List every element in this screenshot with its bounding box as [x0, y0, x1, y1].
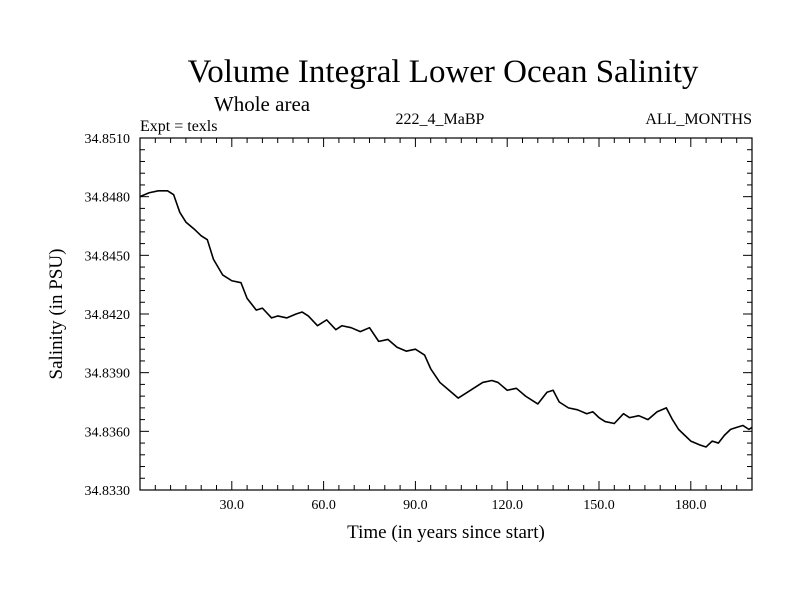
x-tick-labels: 30.0 60.0 90.0 120.0 150.0 180.0	[220, 498, 707, 513]
y-tick-label: 34.8510	[85, 132, 131, 147]
y-tick-label: 34.8480	[85, 191, 131, 206]
y-tick-labels: 34.8510 34.8480 34.8450 34.8420 34.8390 34.83…	[85, 132, 131, 499]
plot-frame	[139, 137, 753, 491]
x-tick-label: 30.0	[220, 498, 245, 513]
y-tick-label: 34.8360	[85, 425, 131, 440]
y-axis-label: Salinity (in PSU)	[46, 249, 67, 380]
expt-label: Expt = texls	[140, 118, 217, 135]
x-tick-label: 180.0	[675, 498, 707, 513]
axis-ticks	[140, 138, 752, 490]
x-tick-label: 60.0	[311, 498, 336, 513]
chart-subtitle: Whole area	[214, 92, 311, 116]
x-axis-label: Time (in years since start)	[347, 522, 545, 543]
y-tick-label: 34.8450	[85, 249, 131, 264]
y-tick-label: 34.8420	[85, 308, 131, 323]
months-label: ALL_MONTHS	[645, 111, 752, 128]
chart-title: Volume Integral Lower Ocean Salinity	[188, 54, 699, 90]
run-label: 222_4_MaBP	[396, 111, 485, 128]
y-tick-label: 34.8390	[85, 367, 131, 382]
x-tick-label: 150.0	[583, 498, 615, 513]
x-tick-label: 90.0	[403, 498, 428, 513]
x-tick-label: 120.0	[491, 498, 523, 513]
salinity-series-line	[139, 190, 753, 448]
y-tick-label: 34.8330	[85, 484, 131, 499]
